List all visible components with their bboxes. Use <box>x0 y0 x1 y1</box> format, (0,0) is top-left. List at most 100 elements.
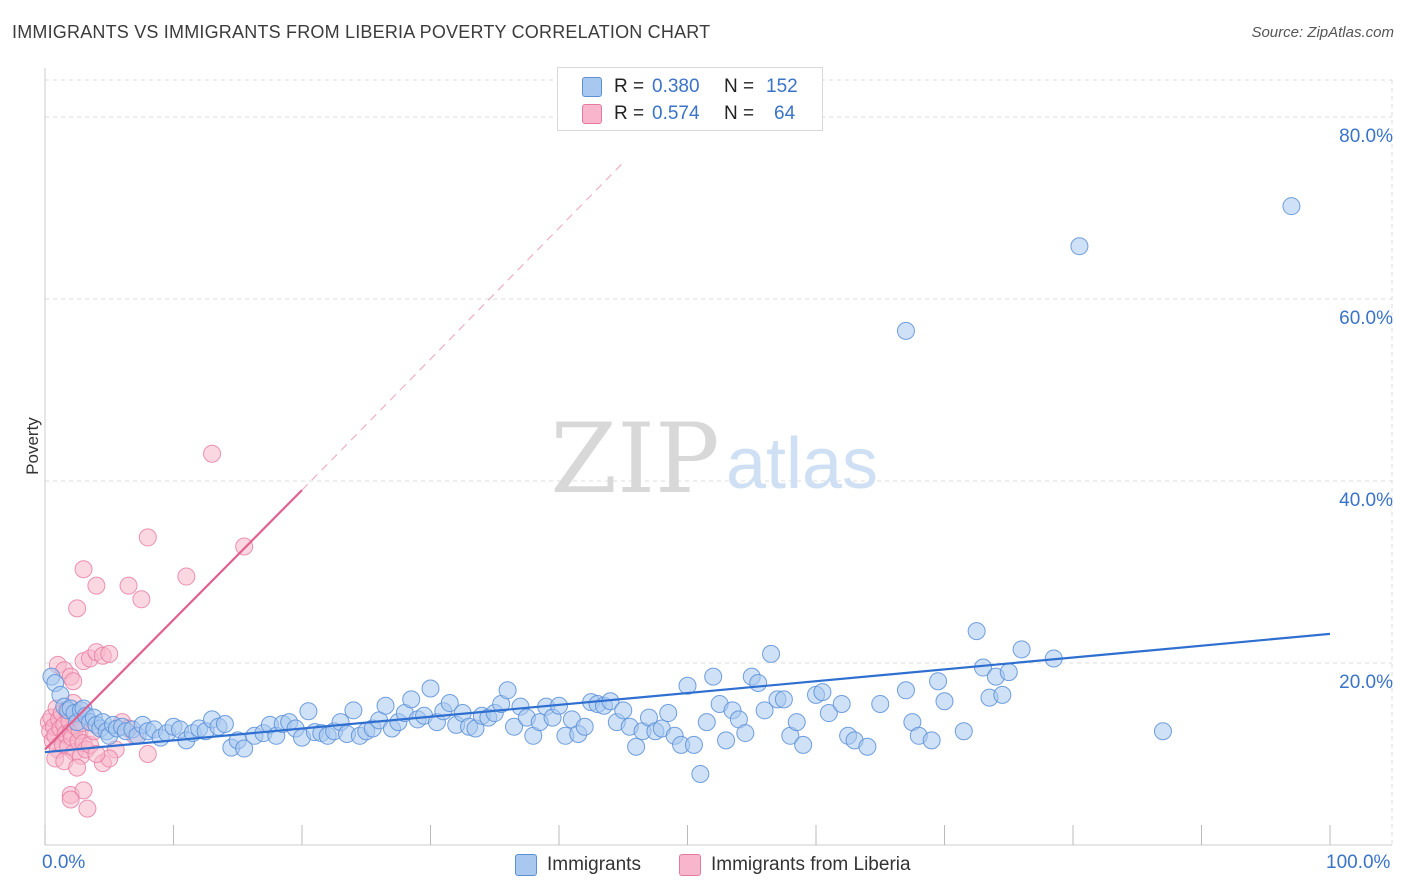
data-point-liberia <box>68 599 87 618</box>
y-tick-labels: 20.0% 40.0% 60.0% 80.0% <box>1339 126 1393 693</box>
data-point-liberia <box>119 576 138 595</box>
trend-line-liberia <box>44 489 303 751</box>
data-point-liberia <box>74 781 93 800</box>
data-point-immigrants <box>1153 722 1172 741</box>
data-point-immigrants <box>993 685 1012 704</box>
data-point-immigrants <box>774 690 793 709</box>
data-point-liberia <box>100 644 119 663</box>
r-label: R = <box>614 76 645 97</box>
legend-item-liberia[interactable]: Immigrants from Liberia <box>679 852 911 878</box>
legend-item-immigrants[interactable]: Immigrants <box>515 852 641 878</box>
data-point-immigrants <box>575 717 594 736</box>
data-point-liberia <box>203 444 222 463</box>
data-point-liberia <box>235 537 254 556</box>
data-point-liberia <box>138 745 157 763</box>
y-tick-label: 40.0% <box>1339 490 1393 511</box>
data-point-immigrants <box>215 714 234 733</box>
series-legend: Immigrants Immigrants from Liberia <box>0 852 1406 878</box>
data-point-immigrants <box>929 672 948 691</box>
data-point-immigrants <box>896 681 915 700</box>
legend-label-liberia: Immigrants from Liberia <box>711 854 911 875</box>
data-point-liberia <box>78 799 97 818</box>
data-point-liberia <box>87 576 106 595</box>
legend-row-immigrants: R = 0.380 N = 152 <box>582 74 806 100</box>
n-label: N = <box>724 103 755 124</box>
data-point-immigrants <box>614 701 633 720</box>
legend-swatch-liberia <box>679 854 701 876</box>
legend-swatch-immigrants <box>515 854 537 876</box>
chart-title: IMMIGRANTS VS IMMIGRANTS FROM LIBERIA PO… <box>12 22 711 42</box>
trend-extension-liberia <box>301 162 624 491</box>
data-point-immigrants <box>935 692 954 711</box>
series-immigrants-points <box>42 197 1301 784</box>
data-point-immigrants <box>235 739 254 758</box>
data-point-immigrants <box>755 701 774 720</box>
data-point-immigrants <box>762 644 781 663</box>
r-value: 0.380 <box>652 76 700 97</box>
legend-row-liberia: R = 0.574 N = 64 <box>582 101 814 127</box>
data-point-immigrants <box>1070 237 1089 256</box>
data-point-liberia <box>64 672 83 691</box>
data-point-immigrants <box>736 724 755 743</box>
r-label: R = <box>614 103 645 124</box>
data-point-immigrants <box>440 694 459 713</box>
data-point-immigrants <box>717 731 736 750</box>
data-point-immigrants <box>858 737 877 756</box>
data-point-immigrants <box>376 696 395 715</box>
data-point-immigrants <box>659 704 678 723</box>
trend-lines <box>44 162 1331 754</box>
data-point-liberia <box>177 567 196 586</box>
data-point-immigrants <box>421 679 440 698</box>
data-point-immigrants <box>697 713 716 732</box>
data-point-liberia <box>87 745 106 763</box>
data-point-liberia <box>61 790 80 809</box>
y-tick-label: 60.0% <box>1339 308 1393 329</box>
data-point-immigrants <box>967 622 986 641</box>
data-point-immigrants <box>498 681 517 700</box>
data-point-immigrants <box>787 713 806 732</box>
data-point-immigrants <box>704 667 723 686</box>
series-liberia-points <box>39 444 254 818</box>
n-value: 152 <box>766 76 798 97</box>
x-tick-min: 0.0% <box>42 852 86 873</box>
y-tick-label: 80.0% <box>1339 126 1393 147</box>
trend-line-immigrants <box>44 632 1331 754</box>
data-point-immigrants <box>1012 640 1031 659</box>
data-point-immigrants <box>684 735 703 754</box>
watermark: ZIP atlas <box>550 403 878 515</box>
data-point-immigrants <box>505 717 524 736</box>
data-point-immigrants <box>813 683 832 702</box>
n-label: N = <box>724 76 755 97</box>
data-point-immigrants <box>819 704 838 723</box>
correlation-legend: R = 0.380 N = 152 R = 0.574 N = 64 <box>557 67 823 131</box>
r-value: 0.574 <box>652 103 700 124</box>
y-axis-label: Poverty <box>23 417 42 475</box>
data-point-immigrants <box>749 674 768 693</box>
legend-label-immigrants: Immigrants <box>547 854 641 875</box>
watermark-zip: ZIP <box>550 403 719 515</box>
data-point-liberia <box>132 590 151 609</box>
data-point-immigrants <box>678 676 697 695</box>
data-point-liberia <box>74 560 93 579</box>
data-point-immigrants <box>832 694 851 713</box>
data-point-immigrants <box>954 722 973 741</box>
data-point-immigrants <box>1282 197 1301 216</box>
data-point-liberia <box>68 758 87 777</box>
legend-swatch-immigrants <box>582 77 602 97</box>
data-point-immigrants <box>402 690 421 709</box>
y-tick-label: 20.0% <box>1339 672 1393 693</box>
data-point-immigrants <box>794 735 813 754</box>
n-value: 64 <box>774 103 796 124</box>
legend-swatch-liberia <box>582 104 602 124</box>
data-point-immigrants <box>999 663 1018 682</box>
data-point-liberia <box>138 528 157 547</box>
watermark-atlas: atlas <box>726 424 878 504</box>
data-point-immigrants <box>871 694 890 713</box>
data-point-immigrants <box>344 701 363 720</box>
x-tick-max: 100.0% <box>1326 852 1391 873</box>
data-point-immigrants <box>922 731 941 750</box>
data-point-immigrants <box>627 737 646 756</box>
data-point-immigrants <box>896 321 915 340</box>
data-point-immigrants <box>299 702 318 721</box>
